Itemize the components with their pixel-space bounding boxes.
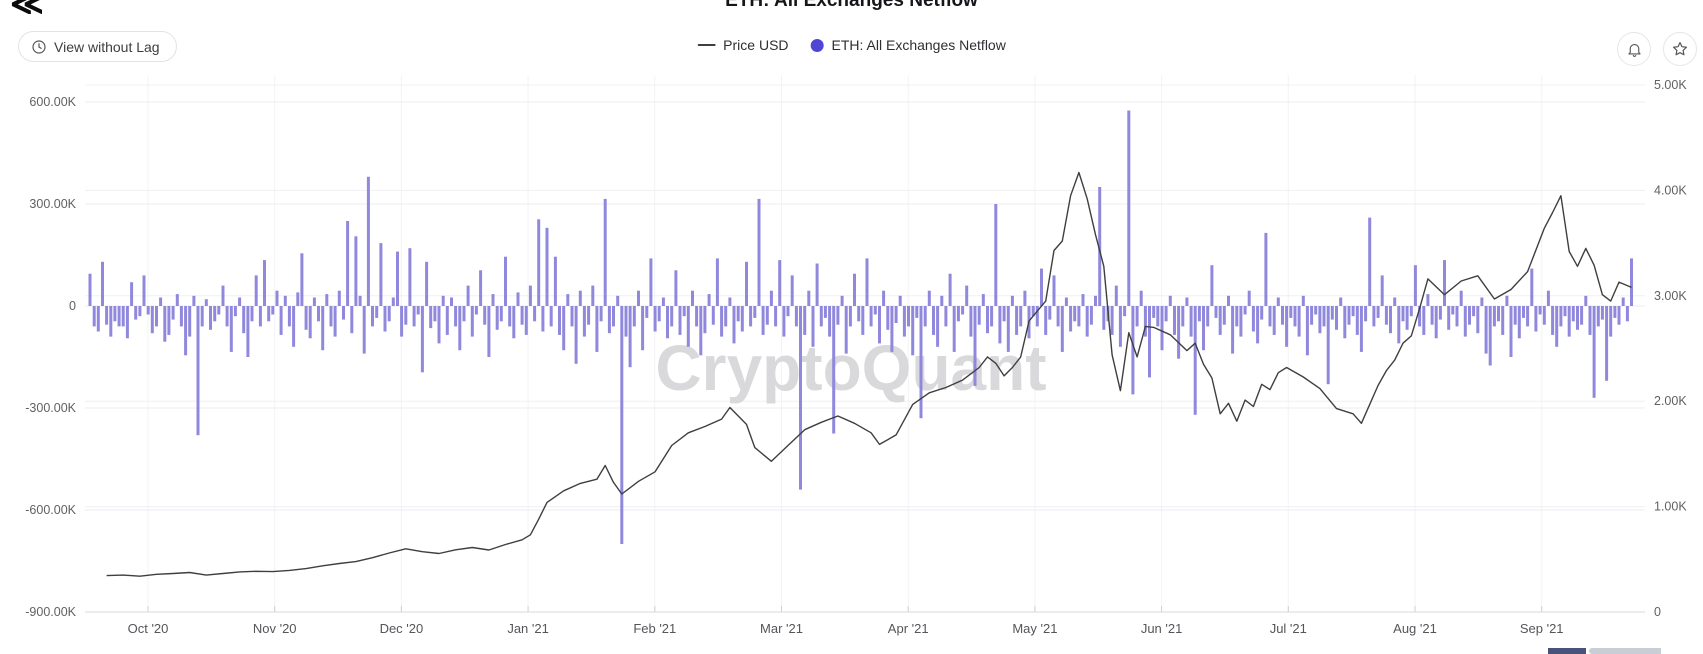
- x-tick-label: Oct '20: [128, 621, 169, 636]
- lag-button-label: View without Lag: [54, 38, 160, 55]
- left-tick-label: 300.00K: [29, 197, 76, 211]
- view-without-lag-button[interactable]: View without Lag: [18, 31, 177, 62]
- right-tick-label: 4.00K: [1654, 183, 1687, 197]
- left-tick-label: -600.00K: [25, 503, 76, 517]
- x-tick-label: Apr '21: [888, 621, 929, 636]
- left-tick-label: 0: [69, 299, 76, 313]
- x-tick-label: Aug '21: [1393, 621, 1437, 636]
- x-tick-label: Feb '21: [633, 621, 676, 636]
- horizontal-gridlines: [85, 84, 1645, 511]
- x-tick-label: Mar '21: [760, 621, 803, 636]
- alert-bell-button[interactable]: [1617, 32, 1651, 66]
- bottom-scrollbar-handle[interactable]: [1548, 648, 1586, 654]
- price-line: [106, 171, 1632, 577]
- x-tick-label: Jul '21: [1270, 621, 1307, 636]
- bottom-scrollbar-track[interactable]: [1589, 648, 1661, 654]
- cryptoquant-logo[interactable]: ≪: [10, 0, 42, 14]
- x-tick-label: May '21: [1012, 621, 1057, 636]
- legend-price-label: Price USD: [723, 37, 789, 53]
- left-tick-label: -900.00K: [25, 605, 76, 619]
- left-tick-label: -300.00K: [25, 401, 76, 415]
- favorite-star-button[interactable]: [1663, 32, 1697, 66]
- right-tick-label: 1.00K: [1654, 500, 1687, 514]
- netflow-dot-marker: [810, 38, 824, 52]
- legend-item-price[interactable]: Price USD: [697, 37, 789, 53]
- right-tick-label: 0: [1654, 605, 1661, 619]
- right-tick-label: 3.00K: [1654, 289, 1687, 303]
- left-tick-label: 600.00K: [29, 95, 76, 109]
- x-tick-label: Dec '20: [380, 621, 424, 636]
- cryptoquant-watermark: CryptoQuant: [655, 332, 1046, 404]
- x-axis-tick-labels: Oct '20 Nov '20 Dec '20 Jan '21 Feb '21 Mar '…: [128, 621, 1564, 636]
- month-gridlines: [147, 75, 1543, 612]
- netflow-bars: [88, 110, 1633, 544]
- x-tick-label: Jun '21: [1141, 621, 1183, 636]
- right-axis-tick-labels: 5.00K 4.00K 3.00K 2.00K 1.00K 0: [1654, 78, 1687, 619]
- right-tick-label: 5.00K: [1654, 78, 1687, 92]
- x-tick-label: Nov '20: [253, 621, 297, 636]
- price-line-marker: [697, 44, 716, 46]
- legend-item-netflow[interactable]: ETH: All Exchanges Netflow: [810, 37, 1006, 53]
- clock-icon: [32, 39, 46, 54]
- page-title: ETH: All Exchanges Netflow: [725, 0, 978, 11]
- x-tick-label: Jan '21: [507, 621, 549, 636]
- right-tick-label: 2.00K: [1654, 394, 1687, 408]
- x-tick-label: Sep '21: [1520, 621, 1564, 636]
- star-icon: [1673, 42, 1687, 56]
- left-axis-tick-labels: 600.00K 300.00K 0 -300.00K -600.00K -900.00K: [25, 95, 76, 619]
- legend-netflow-label: ETH: All Exchanges Netflow: [831, 37, 1006, 53]
- chart-legend: Price USD ETH: All Exchanges Netflow: [697, 37, 1006, 53]
- bell-icon: [1627, 43, 1641, 57]
